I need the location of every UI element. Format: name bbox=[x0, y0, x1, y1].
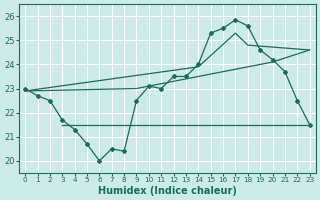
X-axis label: Humidex (Indice chaleur): Humidex (Indice chaleur) bbox=[98, 186, 237, 196]
